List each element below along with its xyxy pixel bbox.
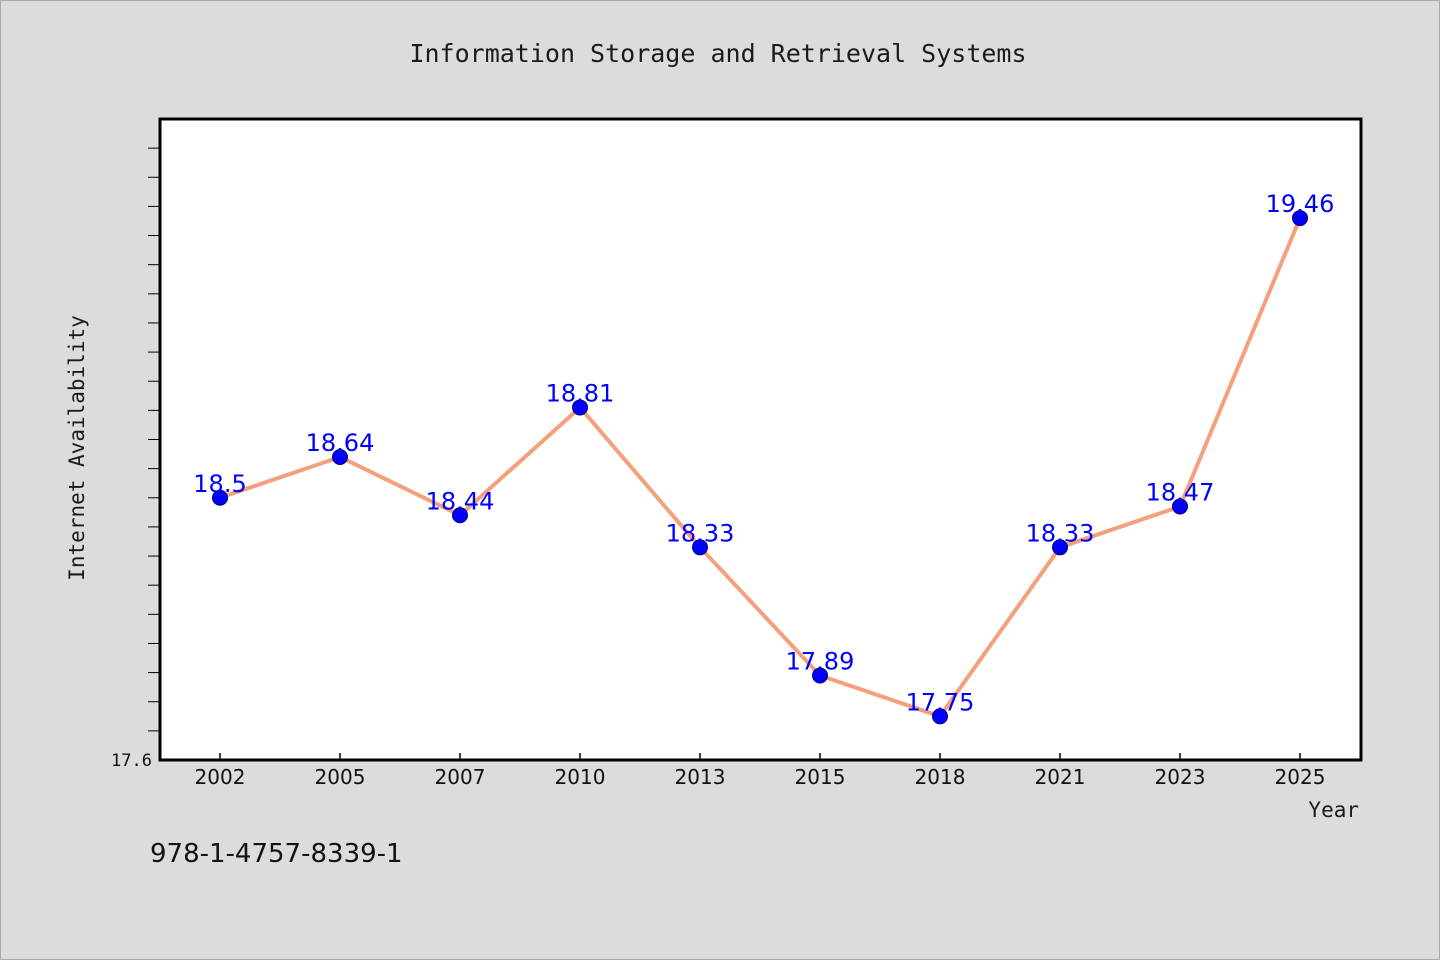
data-label: 18.47 — [1146, 479, 1215, 507]
data-point — [692, 539, 708, 556]
data-label: 17.89 — [786, 648, 855, 676]
x-axis-ticks: 2002 2005 2007 2010 2013 2015 2018 2021 2023 2025 — [195, 753, 1326, 789]
data-point — [1172, 498, 1188, 515]
isbn-text: 978-1-4757-8339-1 — [150, 839, 403, 869]
data-point — [332, 448, 348, 465]
x-tick-label: 2007 — [435, 765, 486, 789]
data-label: 18.5 — [193, 470, 246, 498]
data-label: 18.64 — [306, 429, 375, 457]
data-label: 18.33 — [1026, 519, 1095, 547]
x-tick-label: 2015 — [795, 765, 846, 789]
x-tick-label: 2002 — [195, 765, 246, 789]
y-tick-label-min: 17.6 — [111, 751, 152, 771]
data-label: 18.81 — [546, 379, 615, 407]
series-line-group — [219, 217, 1302, 719]
data-point — [452, 507, 468, 524]
x-axis-label: Year — [1308, 798, 1359, 822]
x-tick-label: 2010 — [555, 765, 606, 789]
data-label: 19.46 — [1266, 190, 1335, 218]
data-label: 17.75 — [906, 688, 975, 716]
chart-title: Information Storage and Retrieval System… — [409, 39, 1026, 68]
x-tick-label: 2021 — [1035, 765, 1086, 789]
plot-area — [158, 117, 1363, 762]
x-tick-label: 2013 — [675, 765, 726, 789]
series-markers — [212, 210, 1308, 725]
data-point — [212, 489, 228, 506]
x-tick-label: 2005 — [315, 765, 366, 789]
data-label: 18.44 — [426, 487, 495, 515]
x-tick-label: 2018 — [915, 765, 966, 789]
data-point — [572, 399, 588, 416]
data-point — [812, 667, 828, 684]
data-point — [1292, 210, 1308, 227]
data-labels: 18.5 18.64 18.44 18.81 18.33 17.89 17.75 18.33 1… — [193, 190, 1334, 716]
data-point — [1052, 539, 1068, 556]
data-label: 18.33 — [666, 519, 735, 547]
x-tick-label: 2025 — [1275, 765, 1326, 789]
data-point — [932, 708, 948, 725]
y-axis-ticks — [148, 147, 160, 732]
x-tick-label: 2023 — [1155, 765, 1206, 789]
y-axis-label: Internet Availability — [65, 315, 89, 581]
series-line — [219, 217, 1302, 719]
